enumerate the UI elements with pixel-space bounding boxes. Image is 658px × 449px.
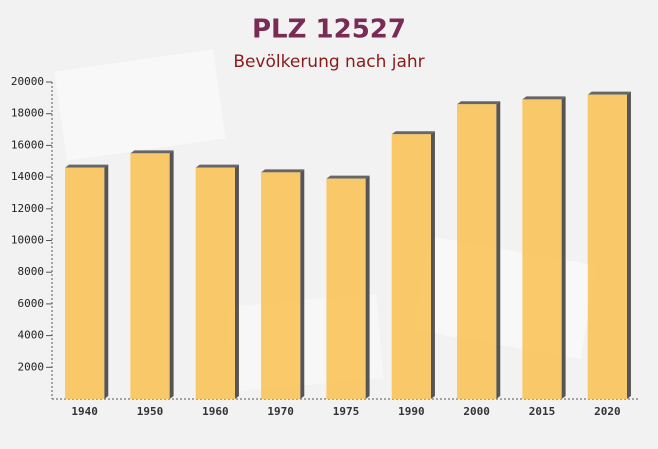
x-tick-label: 1990 xyxy=(398,405,425,418)
chart-subtitle: Bevölkerung nach jahr xyxy=(233,52,424,72)
bar-top xyxy=(587,91,631,95)
bar-side xyxy=(300,169,305,399)
bar-side xyxy=(234,164,239,399)
bar xyxy=(65,167,105,399)
y-tick-label: 20000 xyxy=(11,75,44,88)
bar-side xyxy=(365,175,370,399)
y-tick-label: 4000 xyxy=(18,329,45,342)
y-tick-label: 16000 xyxy=(11,138,44,151)
x-tick-label: 1960 xyxy=(202,405,229,418)
bar xyxy=(326,178,366,399)
bar-side xyxy=(104,164,109,399)
bar-side xyxy=(626,91,631,400)
bar-side xyxy=(430,131,435,399)
bar-top xyxy=(391,131,435,135)
bar-top xyxy=(130,150,174,154)
bar-top xyxy=(522,96,566,100)
bar-side xyxy=(169,150,174,399)
y-tick-label: 18000 xyxy=(11,107,44,120)
x-tick-label: 1970 xyxy=(267,405,294,418)
y-tick-label: 8000 xyxy=(18,265,45,278)
bar-top xyxy=(65,164,109,168)
bar xyxy=(522,99,562,399)
bar xyxy=(261,172,301,399)
bg-envelope xyxy=(54,49,226,161)
x-tick-label: 1950 xyxy=(137,405,164,418)
x-tick-label: 2020 xyxy=(594,405,621,418)
bar-side xyxy=(496,101,501,399)
y-tick-label: 2000 xyxy=(18,360,45,373)
y-tick-label: 14000 xyxy=(11,170,44,183)
bar xyxy=(195,167,235,399)
y-tick-label: 6000 xyxy=(18,297,45,310)
x-tick-label: 2000 xyxy=(463,405,490,418)
y-tick-label: 12000 xyxy=(11,202,44,215)
bar-top xyxy=(457,101,501,105)
bar xyxy=(587,94,627,400)
bar-top xyxy=(261,169,305,173)
bar-top xyxy=(326,175,370,179)
x-tick-label: 1975 xyxy=(333,405,360,418)
bar xyxy=(130,153,170,399)
chart-title: PLZ 12527 xyxy=(252,15,406,45)
y-tick-label: 10000 xyxy=(11,234,44,247)
x-tick-label: 1940 xyxy=(71,405,98,418)
bar-top xyxy=(195,164,239,168)
bar-side xyxy=(561,96,566,399)
x-tick-label: 2015 xyxy=(529,405,556,418)
bar xyxy=(391,134,431,399)
bar xyxy=(457,104,497,399)
